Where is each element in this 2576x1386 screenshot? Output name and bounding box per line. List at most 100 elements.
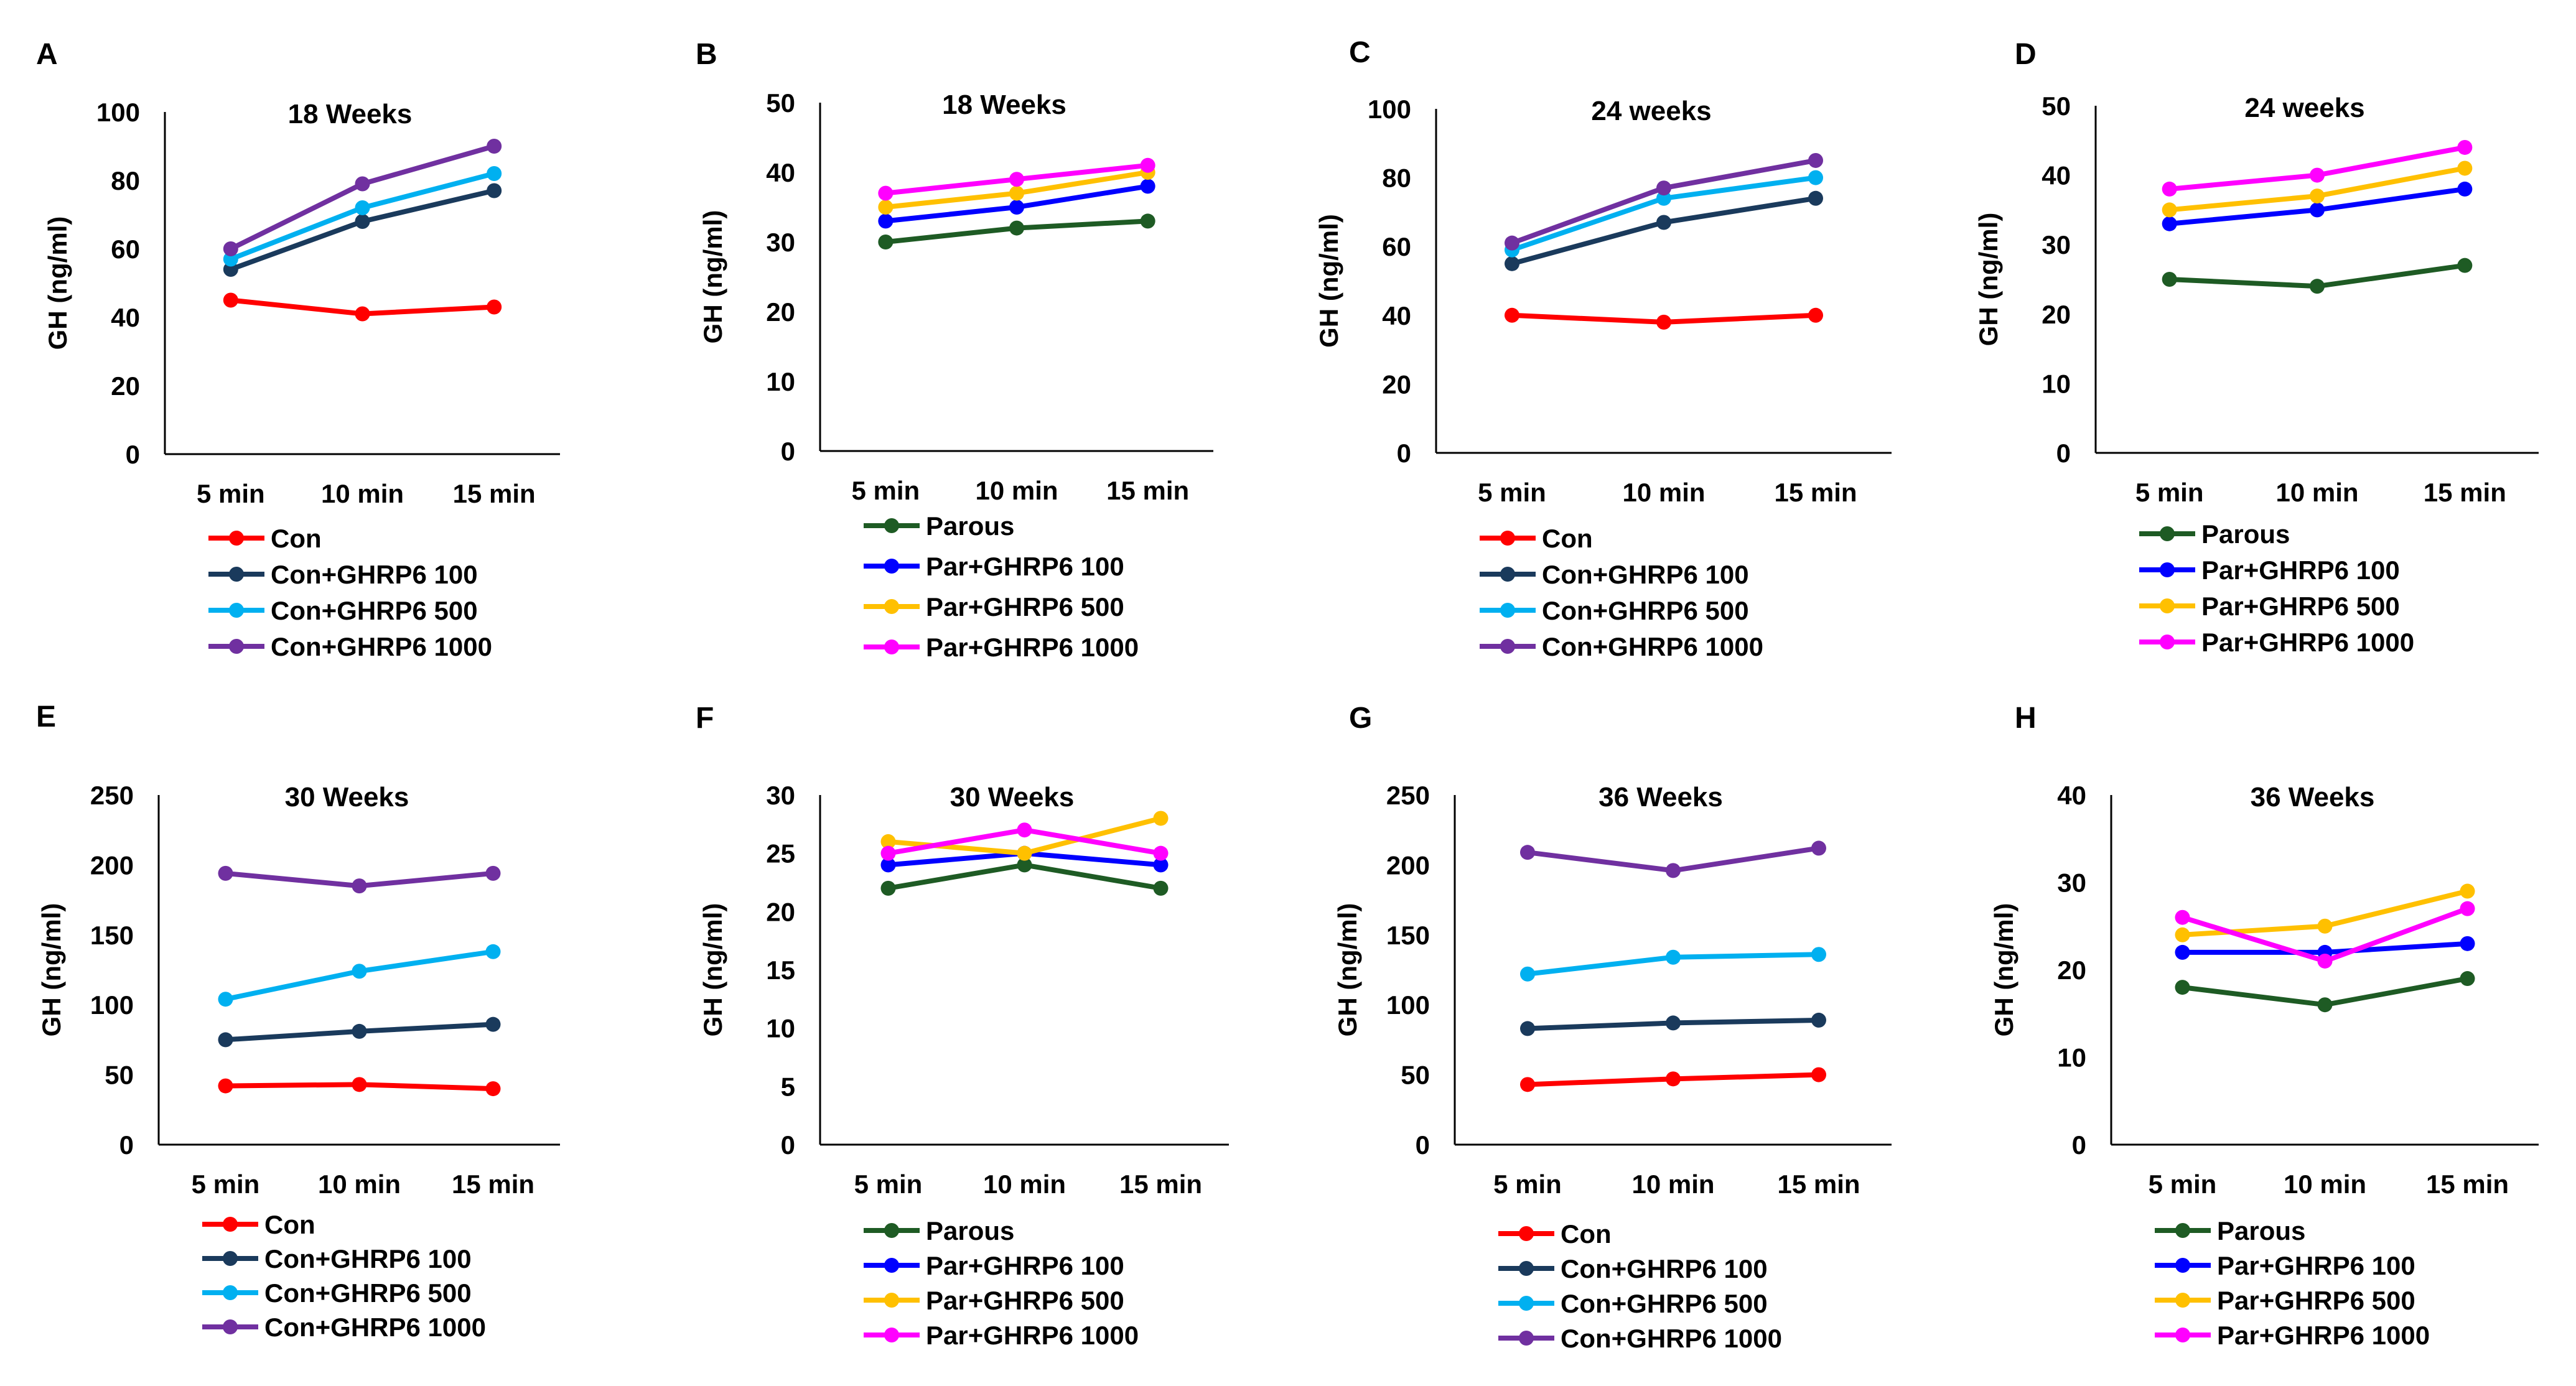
y-tick-label: 200 xyxy=(90,850,134,880)
data-point xyxy=(1153,880,1169,896)
y-tick-label: 60 xyxy=(111,235,140,264)
data-point xyxy=(2175,980,2190,995)
data-point xyxy=(1808,170,1823,185)
legend-label: Par+GHRP6 100 xyxy=(2217,1251,2415,1280)
legend-swatch-marker xyxy=(2175,1293,2190,1308)
legend-swatch-marker xyxy=(223,1319,238,1334)
data-point xyxy=(878,235,894,249)
legend-item: Par+GHRP6 1000 xyxy=(2155,1321,2430,1350)
data-point xyxy=(2310,188,2325,204)
data-point xyxy=(1808,152,1823,168)
legend-swatch-marker xyxy=(229,567,244,582)
legend-item: Con+GHRP6 1000 xyxy=(208,632,492,661)
legend-label: Parous xyxy=(2217,1216,2305,1245)
legend-label: Con+GHRP6 100 xyxy=(1542,560,1749,589)
panel-letter: C xyxy=(1349,36,1371,69)
legend-label: Con xyxy=(1561,1219,1612,1249)
legend-label: Con+GHRP6 500 xyxy=(1561,1289,1768,1318)
chart-title: 36 Weeks xyxy=(1598,782,1723,812)
y-axis-label: GH (ng/ml) xyxy=(37,903,66,1037)
data-point xyxy=(2457,258,2473,273)
y-tick-label: 100 xyxy=(1368,95,1411,124)
data-point xyxy=(355,200,370,215)
y-tick-label: 20 xyxy=(2057,956,2086,985)
data-point xyxy=(878,185,894,201)
y-tick-label: 250 xyxy=(1386,781,1430,810)
data-point xyxy=(2162,181,2177,197)
data-point xyxy=(880,880,896,896)
data-point xyxy=(880,857,896,873)
y-tick-label: 40 xyxy=(2042,161,2071,190)
data-point xyxy=(2457,139,2473,155)
data-point xyxy=(218,1032,233,1048)
legend-swatch-marker xyxy=(884,559,899,574)
y-tick-label: 100 xyxy=(96,98,140,127)
x-tick-label: 15 min xyxy=(1774,478,1857,507)
data-point xyxy=(1666,863,1681,878)
y-tick-label: 200 xyxy=(1386,850,1430,880)
legend-label: Parous xyxy=(926,1216,1014,1245)
legend-item: Con xyxy=(208,524,322,553)
legend-item: Con+GHRP6 1000 xyxy=(202,1313,486,1342)
legend-item: Parous xyxy=(864,511,1014,541)
legend-swatch-marker xyxy=(884,1293,899,1308)
legend-item: Con+GHRP6 1000 xyxy=(1498,1324,1782,1353)
legend-swatch-marker xyxy=(2175,1328,2190,1342)
y-tick-label: 20 xyxy=(1382,370,1411,399)
data-point xyxy=(1140,179,1155,194)
legend-swatch-marker xyxy=(884,599,899,614)
y-tick-label: 150 xyxy=(1386,921,1430,950)
legend-swatch-marker xyxy=(229,603,244,618)
chart-panel-h: H 36 Weeks 0 10 20 30 40 GH (ng/ml) 5 min 10 min 1… xyxy=(1989,702,2539,1350)
data-point xyxy=(223,292,238,308)
y-tick-label: 30 xyxy=(766,781,795,810)
legend-label: Con+GHRP6 500 xyxy=(264,1278,472,1308)
legend-label: Con+GHRP6 500 xyxy=(271,596,478,625)
legend-item: Con+GHRP6 500 xyxy=(1480,596,1749,625)
data-point xyxy=(1656,215,1671,230)
legend-item: Par+GHRP6 100 xyxy=(2155,1251,2415,1280)
legend-label: Par+GHRP6 1000 xyxy=(926,1321,1139,1350)
data-point xyxy=(1153,811,1169,826)
x-tick-label: 15 min xyxy=(1119,1170,1202,1199)
legend-item: Par+GHRP6 1000 xyxy=(864,1321,1139,1350)
data-point xyxy=(1505,235,1519,251)
chart-title: 30 Weeks xyxy=(285,782,409,812)
data-point xyxy=(2162,202,2177,218)
x-tick-label: 10 min xyxy=(2275,478,2358,507)
legend-swatch-marker xyxy=(229,639,244,654)
x-tick-label: 10 min xyxy=(1622,478,1705,507)
data-point xyxy=(1153,857,1169,873)
data-point xyxy=(2457,160,2473,176)
y-tick-label: 100 xyxy=(90,990,134,1020)
y-tick-label: 150 xyxy=(90,921,134,950)
y-tick-label: 10 xyxy=(2057,1043,2086,1072)
y-tick-label: 80 xyxy=(1382,164,1411,193)
x-tick-label: 10 min xyxy=(321,479,404,508)
legend-swatch-marker xyxy=(1519,1296,1534,1311)
data-point xyxy=(2460,901,2475,916)
data-point xyxy=(1140,157,1155,173)
legend-label: Con+GHRP6 1000 xyxy=(264,1313,486,1342)
data-point xyxy=(1808,307,1823,323)
data-point xyxy=(2162,216,2177,231)
legend-item: Con+GHRP6 100 xyxy=(208,560,478,589)
chart-panel-c: C 24 weeks 0 20 40 60 80 100 GH (ng/ml) 5 min 10 m… xyxy=(1314,36,1892,661)
chart-panel-f: F 30 Weeks 0 5 10 15 20 25 30 GH (ng/ml) 5 min 10 m… xyxy=(696,702,1229,1350)
y-tick-label: 100 xyxy=(1386,990,1430,1020)
legend-item: Con xyxy=(1480,524,1593,553)
legend-swatch-marker xyxy=(1519,1331,1534,1346)
series-line xyxy=(1511,195,1816,266)
legend-swatch-marker xyxy=(884,518,899,533)
legend-label: Par+GHRP6 1000 xyxy=(926,633,1139,662)
data-point xyxy=(2175,909,2190,925)
data-point xyxy=(485,1016,501,1032)
panel-letter: B xyxy=(696,38,717,71)
data-point xyxy=(2457,181,2473,197)
legend-swatch-marker xyxy=(2160,526,2175,541)
data-point xyxy=(1017,845,1032,861)
chart-panel-g: G 36 Weeks 0 50 100 150 200 250 GH (ng/ml) 5 min 1… xyxy=(1333,702,1892,1353)
x-tick-label: 15 min xyxy=(452,1170,534,1199)
legend-swatch-marker xyxy=(229,531,244,546)
